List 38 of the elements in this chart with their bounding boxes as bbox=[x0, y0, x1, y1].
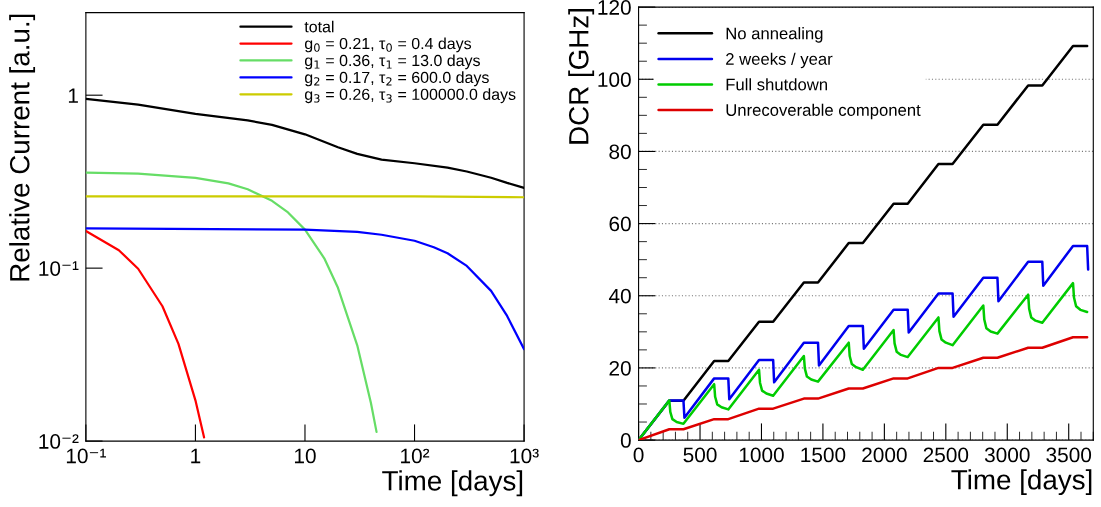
x-tick-label: 10² bbox=[401, 448, 430, 464]
legend-label: g$_{1}$ = 0.36, τ$_{1}$ = 13.0 days bbox=[304, 54, 480, 70]
x-tick-label: 2000 bbox=[862, 447, 907, 463]
x-axis-title: Time [days] bbox=[382, 470, 523, 497]
legend-label: g$_{2}$ = 0.17, τ$_{2}$ = 600.0 days bbox=[304, 71, 489, 87]
legend-label: 2 weeks / year bbox=[726, 52, 833, 69]
y-tick-label: 10⁻¹ bbox=[39, 261, 79, 276]
x-tick-label: 1500 bbox=[801, 447, 846, 463]
line-series bbox=[638, 281, 1089, 441]
y-tick-label: 60 bbox=[609, 216, 631, 232]
x-tick-label: 3500 bbox=[1046, 447, 1092, 463]
x-tick-label: 10³ bbox=[510, 448, 539, 464]
y-tick-label: 20 bbox=[609, 360, 631, 376]
x-tick-label: 1 bbox=[191, 448, 201, 464]
x-tick-label: 2500 bbox=[923, 447, 969, 463]
x-tick-label: 500 bbox=[683, 447, 717, 463]
legend-label: No annealing bbox=[726, 27, 823, 43]
y-tick-label: 40 bbox=[608, 288, 631, 304]
x-tick-label: 1000 bbox=[739, 447, 784, 463]
legend-label: g$_{0}$ = 0.21, τ$_{0}$ = 0.4 days bbox=[304, 37, 472, 53]
x-axis-title: Time [days] bbox=[951, 469, 1092, 496]
legend-label: Unrecoverable component bbox=[726, 103, 921, 120]
line-series bbox=[638, 335, 1089, 441]
x-tick-label: 0 bbox=[633, 447, 644, 463]
legend-label: total bbox=[304, 20, 334, 33]
y-axis-title: Relative Current [a.u.] bbox=[9, 14, 36, 281]
y-tick-label: 120 bbox=[598, 0, 631, 15]
y-axis-title: DCR [GHz] bbox=[568, 9, 595, 144]
y-tick-label: 1 bbox=[68, 88, 78, 103]
y-tick-label: 0 bbox=[620, 433, 631, 448]
x-tick-label: 10 bbox=[294, 448, 316, 464]
x-tick-label: 3000 bbox=[984, 447, 1030, 463]
y-tick-label: 80 bbox=[609, 144, 631, 160]
x-tick-label: 10⁻¹ bbox=[66, 448, 106, 464]
y-tick-label: 10⁻² bbox=[39, 434, 79, 449]
y-tick-label: 100 bbox=[598, 72, 631, 88]
legend-label: Full shutdown bbox=[726, 78, 827, 91]
legend-label: g$_{3}$ = 0.26, τ$_{3}$ = 100000.0 days bbox=[304, 88, 516, 104]
